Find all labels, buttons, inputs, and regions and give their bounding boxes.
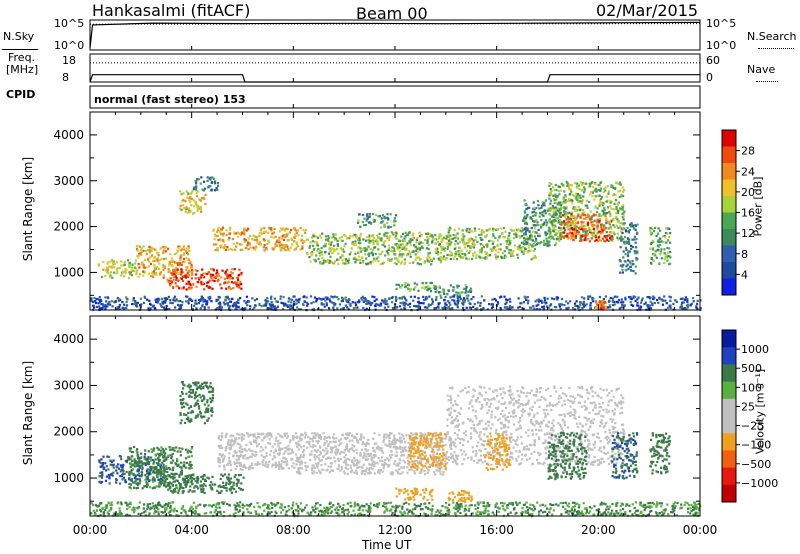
station-title: Hankasalmi (fitACF) <box>92 1 251 20</box>
scatter-region <box>407 432 448 471</box>
scatter-region <box>294 431 448 476</box>
nave-label: Nave <box>747 63 776 76</box>
y-tick-label: 4000 <box>53 332 84 346</box>
colorbar-tick: −1000 <box>741 477 778 490</box>
x-tick-label: 08:00 <box>276 523 311 537</box>
nsky-line <box>89 21 701 49</box>
y-tick-label: 3000 <box>53 378 84 392</box>
y-tick-label: 4000 <box>53 128 84 142</box>
freq-lines <box>89 62 700 83</box>
nsearch-label: N.Search <box>747 30 797 43</box>
colorbar-tick: 28 <box>741 145 755 158</box>
scatter-region <box>217 432 296 471</box>
power-ylabel: Slant Range [km] <box>21 156 35 262</box>
velocity-cbar-label: Velocity [m s⁻¹] <box>753 368 767 455</box>
colorbar-tick: 12 <box>741 227 755 240</box>
scatter-region <box>306 231 448 266</box>
scatter-region <box>649 226 672 266</box>
scatter-region <box>179 381 215 425</box>
cpid-label: CPID <box>6 88 36 101</box>
scatter-region <box>179 190 207 215</box>
y-tick-label: 1000 <box>53 471 84 485</box>
scatter-region <box>395 281 436 293</box>
x-tick-label: 16:00 <box>479 523 514 537</box>
noise-ytick-bottom: 10^0 <box>54 39 85 52</box>
freq-label: Freq. <box>8 51 36 64</box>
scatter-region <box>547 431 588 481</box>
colorbar-tick: 16 <box>741 207 755 220</box>
x-tick-label: 12:00 <box>378 523 413 537</box>
freq-unit-label: [MHz] <box>6 63 39 76</box>
colorbar-tick: −25 <box>741 420 764 433</box>
nsky-legend-line <box>2 49 38 50</box>
scatter-region <box>90 295 702 312</box>
colorbar-tick: 100 <box>741 381 762 394</box>
scatter-region <box>97 258 138 280</box>
noise-ytick-top-right: 10^5 <box>706 17 737 30</box>
scatter-region <box>560 212 614 243</box>
scatter-region <box>357 212 398 229</box>
colorbar-tick: 4 <box>741 268 748 281</box>
velocity-scatter <box>90 381 702 518</box>
colorbar-tick: −100 <box>741 439 771 452</box>
x-tick-label: 04:00 <box>174 523 209 537</box>
freq-ytick-top: 18 <box>62 54 76 67</box>
velocity-ylabel: Slant Range [km] <box>21 360 35 466</box>
noise-panel-frame <box>89 19 701 51</box>
noise-ytick-bottom-right: 10^0 <box>706 39 737 52</box>
scatter-region <box>135 245 194 279</box>
scatter-region <box>594 300 608 311</box>
scatter-region <box>446 385 626 467</box>
scatter-region <box>484 432 512 471</box>
scatter-region <box>618 222 639 275</box>
colorbar-tick: 24 <box>741 165 755 178</box>
colorbar-tick: −500 <box>741 458 771 471</box>
scatter-region <box>649 432 672 475</box>
y-tick-label: 3000 <box>53 174 84 188</box>
scatter-region <box>447 489 474 504</box>
colorbar-tick: 500 <box>741 362 762 375</box>
nsky-label: N.Sky <box>3 30 35 43</box>
scatter-region <box>522 199 563 247</box>
axes-ticks: 00:00 04:00 08:00 12:00 16:00 20:00 00:00 1000 2… <box>53 46 717 537</box>
scatter-region <box>90 501 702 518</box>
noise-lines <box>89 21 701 49</box>
nave-ytick-bottom: 0 <box>706 71 713 84</box>
y-tick-label: 1000 <box>53 265 84 279</box>
nave-legend-line <box>756 81 778 82</box>
cpid-text: normal (fast stereo) 153 <box>94 93 246 106</box>
x-tick-label: 20:00 <box>581 523 616 537</box>
power-colorbar: 4 8 12 16 20 24 28 <box>721 129 755 296</box>
noise-ytick-top: 10^5 <box>54 17 85 30</box>
nave-ytick-top: 60 <box>706 54 720 67</box>
scatter-region <box>445 226 537 261</box>
power-cbar-label: Power [dB] <box>751 176 765 237</box>
beam-title: Beam 00 <box>356 4 428 23</box>
nsearch-legend-line <box>758 48 794 49</box>
y-tick-label: 2000 <box>53 425 84 439</box>
freq-line <box>89 74 700 83</box>
scatter-region <box>395 487 434 501</box>
x-axis-label: Time UT <box>362 538 412 552</box>
scatter-region <box>433 284 473 297</box>
scatter-region <box>166 268 243 291</box>
colorbar-tick: 8 <box>741 248 748 261</box>
freq-panel-frame <box>89 53 701 83</box>
scatter-region <box>166 473 245 494</box>
colorbar-tick: 25 <box>741 400 755 413</box>
freq-ytick-bottom: 8 <box>62 71 69 84</box>
scatter-region <box>212 226 308 252</box>
colorbar-tick: 1000 <box>741 343 769 356</box>
colorbar-tick: 20 <box>741 186 755 199</box>
y-tick-label: 2000 <box>53 220 84 234</box>
x-tick-label: 00:00 <box>683 523 718 537</box>
scatter-region <box>192 176 220 192</box>
x-tick-label: 00:00 <box>73 523 108 537</box>
scatter-region <box>611 432 639 480</box>
power-scatter <box>90 176 702 312</box>
velocity-colorbar: 1000 500 100 25 −25 −100 −500 −1000 <box>721 329 778 503</box>
date-title: 02/Mar/2015 <box>596 1 699 20</box>
